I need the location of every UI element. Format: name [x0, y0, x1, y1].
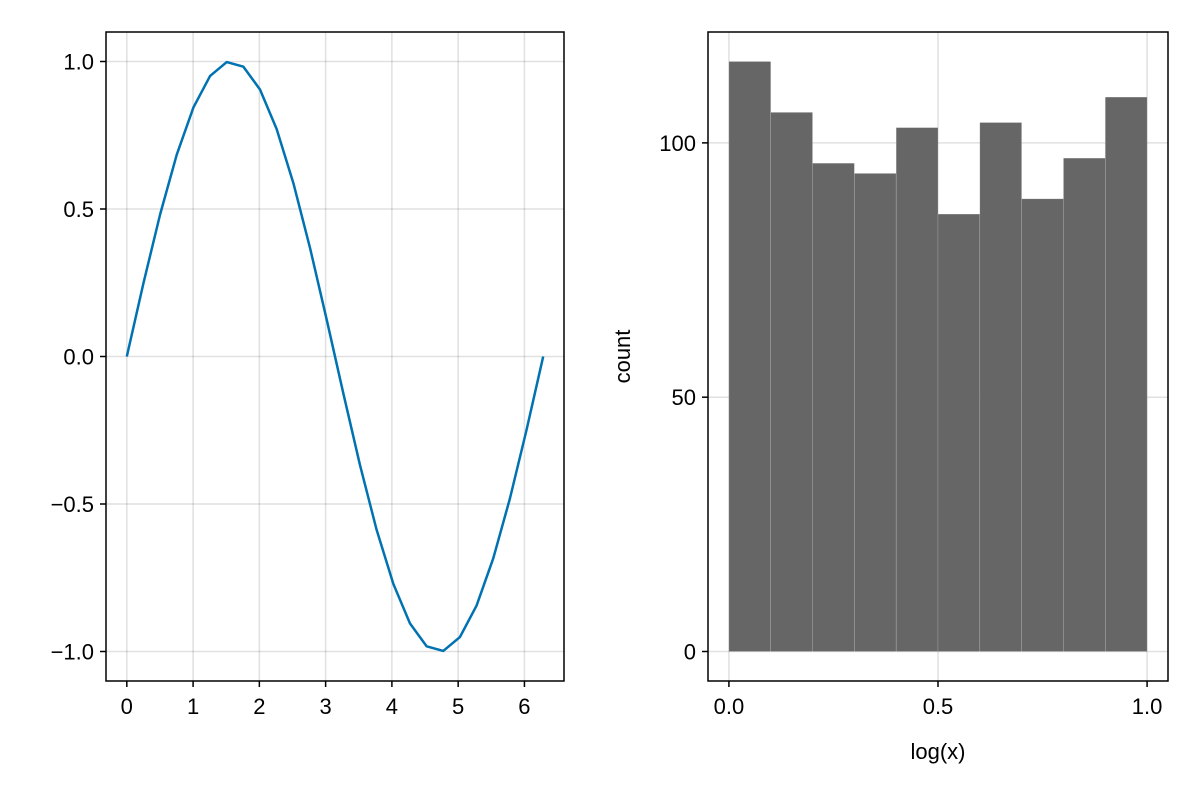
histogram-bar	[854, 173, 897, 652]
histogram-ytick-label: 100	[659, 131, 696, 156]
line-chart-xtick-label: 2	[253, 694, 265, 719]
line-chart-ytick-label: 0.5	[63, 197, 94, 222]
histogram-bars	[728, 61, 1148, 652]
histogram-bar	[937, 213, 981, 652]
histogram-bar	[1063, 157, 1106, 652]
sine-series-line	[125, 60, 545, 653]
histogram-bar	[895, 127, 939, 652]
histogram-xlabel: log(x)	[910, 739, 965, 764]
line-chart-xtick-label: 4	[386, 694, 398, 719]
histogram-bar	[979, 122, 1022, 652]
histogram-bar	[770, 112, 813, 652]
histogram-bar	[1021, 198, 1064, 652]
line-chart-xtick-label: 6	[518, 694, 530, 719]
histogram-xtick-label: 0.0	[714, 694, 745, 719]
histogram-bar	[812, 162, 855, 652]
line-chart-ytick-label: −0.5	[51, 492, 94, 517]
histogram-panel: 0.0 0.5 1.0 0 50 100 log(x) count	[610, 31, 1169, 764]
line-chart-xtick-label: 5	[452, 694, 464, 719]
histogram-ylabel: count	[610, 330, 635, 384]
histogram-xtick-label: 1.0	[1132, 694, 1163, 719]
line-chart-series	[125, 60, 545, 653]
histogram-xtick-label: 0.5	[923, 694, 954, 719]
histogram-ticks: 0.0 0.5 1.0 0 50 100	[659, 131, 1162, 719]
line-chart-xtick-label: 0	[121, 694, 133, 719]
histogram-ytick-label: 0	[684, 640, 696, 665]
line-chart-ticks: 0 1 2 3 4 5 6 −1.0 −0.5 0.0 0.5 1.0	[51, 50, 531, 720]
line-chart-xtick-label: 1	[187, 694, 199, 719]
histogram-bar	[1104, 96, 1148, 652]
line-chart-ytick-label: 0.0	[63, 345, 94, 370]
line-chart-panel: 0 1 2 3 4 5 6 −1.0 −0.5 0.0 0.5 1.0	[51, 31, 565, 720]
histogram-bar	[728, 61, 772, 652]
line-chart-xtick-label: 3	[319, 694, 331, 719]
line-chart-ytick-label: −1.0	[51, 640, 94, 665]
line-chart-ytick-label: 1.0	[63, 50, 94, 75]
histogram-ytick-label: 50	[672, 385, 696, 410]
